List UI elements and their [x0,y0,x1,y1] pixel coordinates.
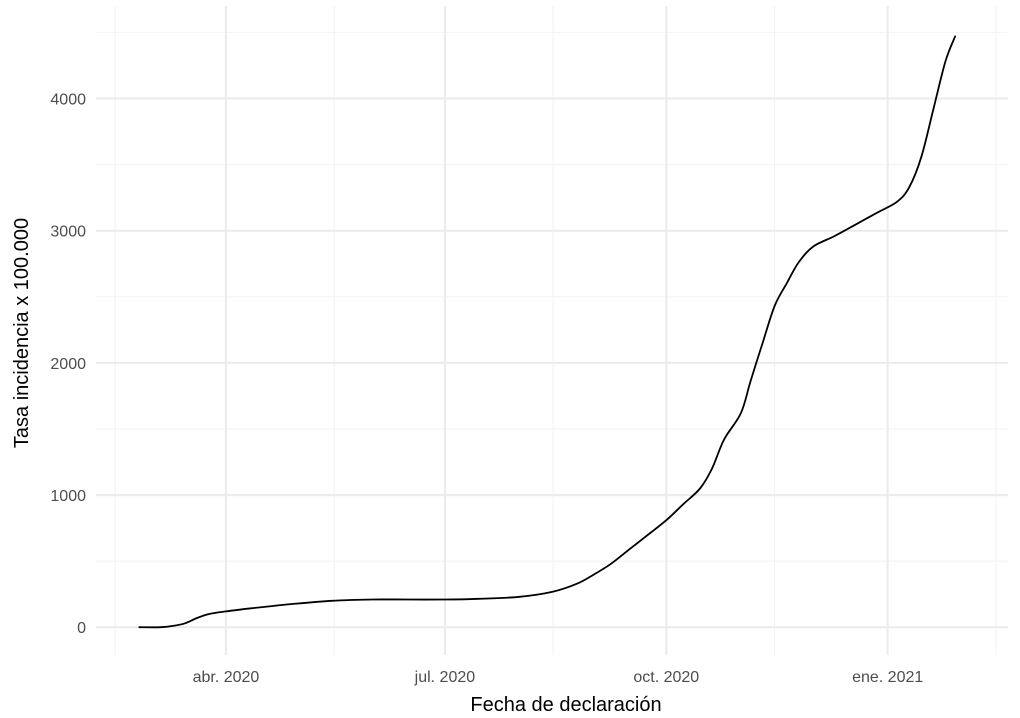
minor-gridlines [96,6,1008,655]
major-gridlines [96,6,1008,655]
x-tick-label: ene. 2021 [852,669,923,686]
x-axis-title: Fecha de declaración [470,694,661,716]
x-tick-label: oct. 2020 [633,669,699,686]
y-tick-label: 3000 [50,224,86,241]
y-tick-label: 1000 [50,488,86,505]
y-tick-label: 0 [77,620,86,637]
x-axis-tick-labels: abr. 2020 jul. 2020 oct. 2020 ene. 2021 [193,669,924,686]
series-line-incidence [138,35,956,629]
y-axis-title: Tasa incidencia x 100.000 [11,218,33,448]
y-tick-label: 2000 [50,356,86,373]
x-tick-label: abr. 2020 [193,669,260,686]
x-tick-label: jul. 2020 [414,669,476,686]
y-axis-tick-labels: 0 1000 2000 3000 4000 [50,92,86,638]
series-layer [138,35,956,629]
y-tick-label: 4000 [50,92,86,109]
